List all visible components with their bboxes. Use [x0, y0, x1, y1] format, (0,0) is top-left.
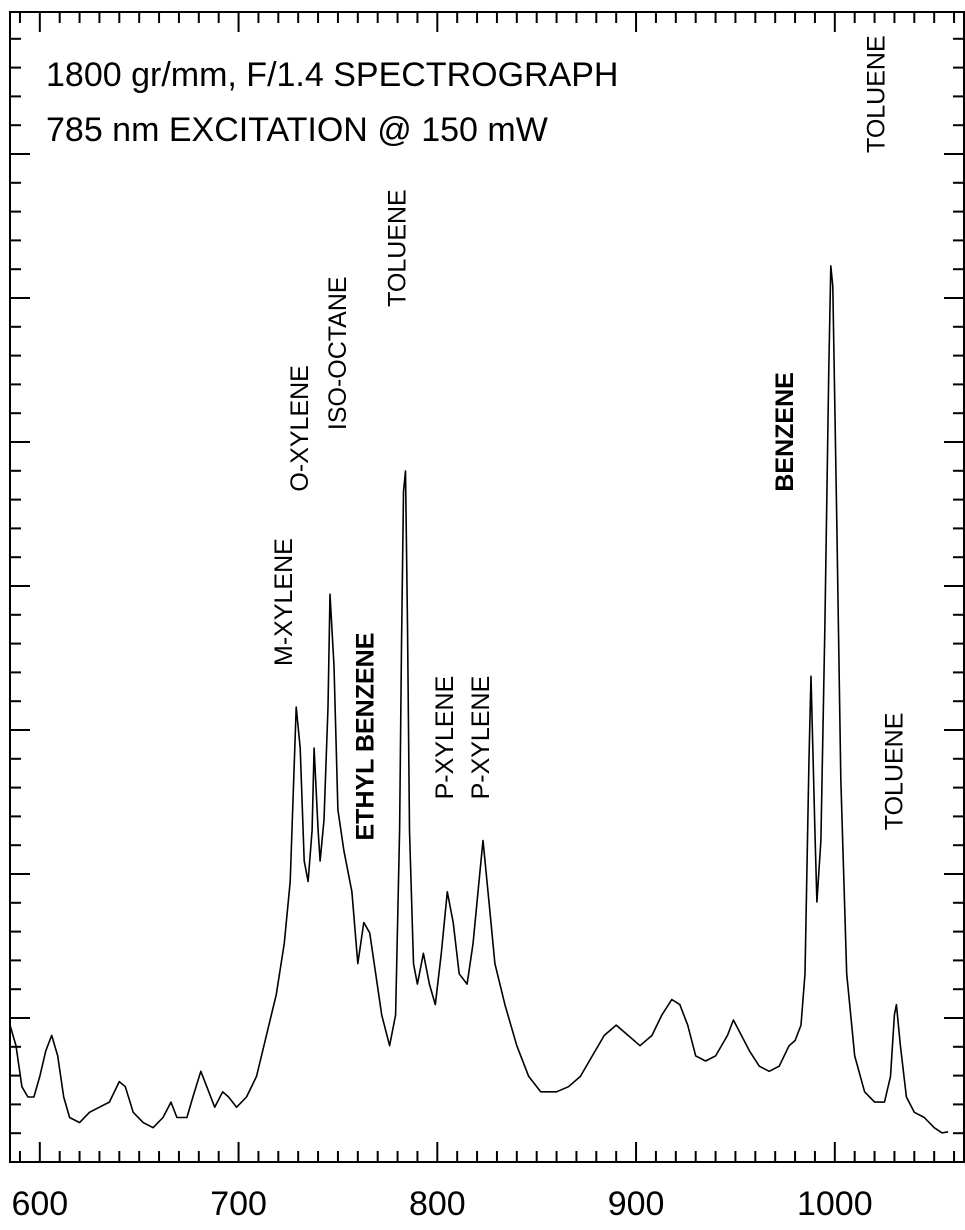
peak-label: ISO-OCTANE: [324, 276, 352, 430]
peak-label: ETHYL BENZENE: [352, 633, 380, 841]
x-tick-label: 700: [210, 1185, 267, 1223]
x-tick-label: 800: [409, 1185, 466, 1223]
chart-title-line-2: 785 nm EXCITATION @ 150 mW: [46, 111, 548, 149]
x-tick-labels: 600 700 800 900 1000: [11, 1185, 872, 1223]
peak-label: TOLUENE: [384, 189, 412, 307]
peak-label: BENZENE: [771, 372, 799, 491]
x-tick-label: 1000: [797, 1185, 873, 1223]
x-tick-label: 600: [11, 1185, 68, 1223]
peak-label: O-XYLENE: [286, 365, 314, 491]
peak-label: TOLUENE: [863, 35, 891, 153]
peak-label: TOLUENE: [880, 713, 908, 831]
spectrum-line: [9, 265, 949, 1134]
x-tick-label: 900: [608, 1185, 665, 1223]
chart-title-line-1: 1800 gr/mm, F/1.4 SPECTROGRAPH: [46, 56, 619, 94]
peak-label: P-XYLENE: [467, 676, 495, 800]
peak-annotations: M-XYLENE O-XYLENE ISO-OCTANE ETHYL BENZENE T…: [270, 35, 908, 840]
peak-label: P-XYLENE: [431, 676, 459, 800]
peak-label: M-XYLENE: [270, 538, 298, 666]
axis-ticks: [10, 12, 964, 1163]
plot-frame: [9, 11, 965, 1163]
